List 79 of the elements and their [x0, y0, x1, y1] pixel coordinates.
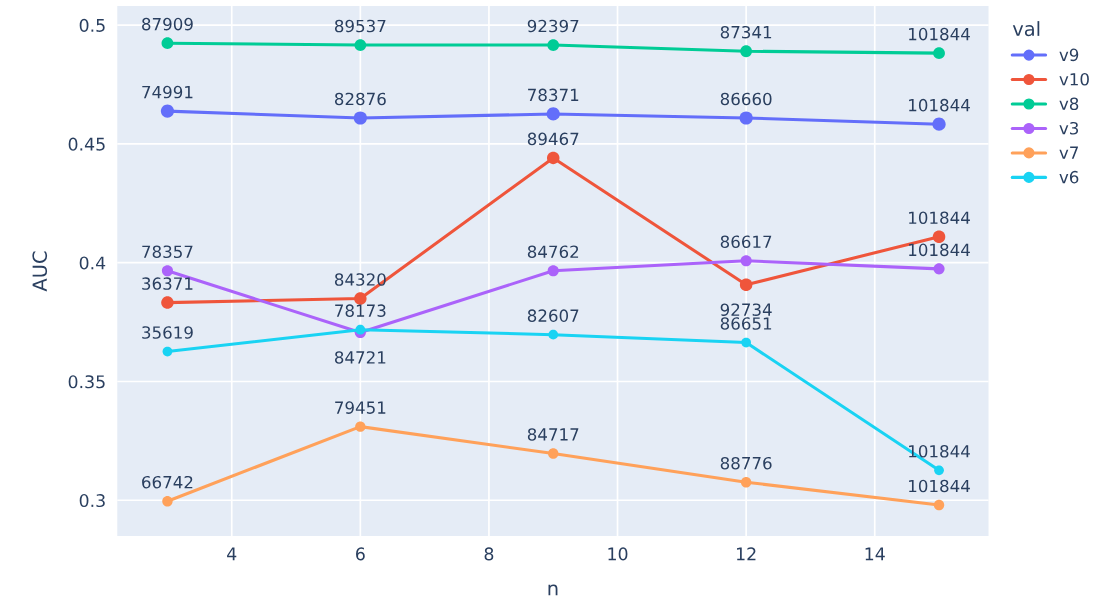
annotation: 78357 [142, 245, 193, 259]
annotation: 82876 [334, 92, 386, 106]
x-tick-label: 8 [484, 547, 494, 561]
annotation: 101844 [909, 27, 970, 41]
legend-label: v10 [1059, 73, 1089, 86]
annotation: 101844 [909, 211, 970, 225]
point [354, 292, 367, 305]
legend-label: v8 [1059, 97, 1079, 111]
point [546, 107, 560, 121]
annotation: 84721 [334, 351, 386, 364]
annotation: 35619 [142, 326, 193, 339]
point [933, 263, 945, 275]
legend-label: v7 [1059, 146, 1078, 159]
point [934, 465, 944, 476]
annotation: 101844 [909, 445, 970, 458]
annotation: 82607 [527, 309, 579, 322]
point [739, 111, 753, 125]
y-tick-label: 0.35 [68, 375, 105, 389]
point [739, 278, 753, 292]
point [162, 496, 173, 507]
legend-title: val [1012, 21, 1040, 37]
annotation: 92397 [527, 19, 579, 33]
annotation: 84717 [527, 428, 579, 441]
point [548, 329, 559, 340]
y-tick-label: 0.4 [79, 256, 106, 270]
legend-label: v9 [1059, 48, 1079, 62]
x-tick-label: 4 [227, 547, 237, 561]
point [740, 477, 752, 488]
point [161, 37, 174, 50]
annotation: 101844 [909, 243, 970, 257]
annotation: 66742 [142, 475, 193, 489]
annotation: 101844 [909, 98, 970, 112]
annotation: 86617 [720, 235, 772, 249]
point [933, 47, 945, 60]
y-tick-label: 0.45 [68, 137, 105, 151]
point [740, 255, 752, 267]
annotation: 79451 [335, 401, 386, 414]
annotation: 87341 [720, 25, 772, 39]
x-tick-label: 12 [737, 547, 756, 561]
annotation: 78371 [528, 88, 579, 102]
point [353, 111, 367, 125]
point [932, 230, 946, 244]
annotation: 84320 [334, 273, 386, 286]
x-tick-label: 10 [608, 547, 628, 561]
annotation: 89537 [334, 19, 386, 33]
y-tick-label: 0.3 [79, 493, 105, 508]
annotation: 86660 [720, 92, 772, 106]
point [161, 265, 173, 277]
point [741, 337, 751, 348]
point [547, 39, 560, 51]
point [355, 421, 366, 432]
point [355, 324, 366, 335]
annotation: 36371 [142, 277, 193, 290]
point [162, 346, 173, 357]
x-axis-title: n [548, 584, 558, 596]
point [161, 296, 174, 309]
legend-label: v3 [1059, 121, 1079, 135]
annotation: 86651 [720, 317, 772, 330]
legend-label: v6 [1059, 170, 1079, 184]
annotation: 88776 [720, 456, 772, 470]
annotation: 89467 [527, 132, 579, 146]
annotation: 84762 [527, 245, 579, 259]
point [932, 117, 946, 131]
point [546, 151, 560, 165]
annotation: 78173 [335, 304, 386, 317]
x-tick-label: 14 [865, 547, 885, 561]
y-tick-label: 0.5 [79, 18, 105, 32]
annotation: 101844 [909, 479, 970, 493]
point [548, 448, 559, 459]
y-axis-title: AUC [32, 251, 48, 292]
point [160, 104, 175, 118]
point [933, 499, 945, 511]
annotation: 74991 [142, 85, 193, 99]
point [740, 45, 753, 58]
point [547, 265, 559, 277]
point [354, 39, 367, 51]
annotation: 92734 [720, 303, 772, 317]
x-tick-label: 6 [356, 547, 365, 561]
annotation: 87909 [142, 17, 193, 31]
